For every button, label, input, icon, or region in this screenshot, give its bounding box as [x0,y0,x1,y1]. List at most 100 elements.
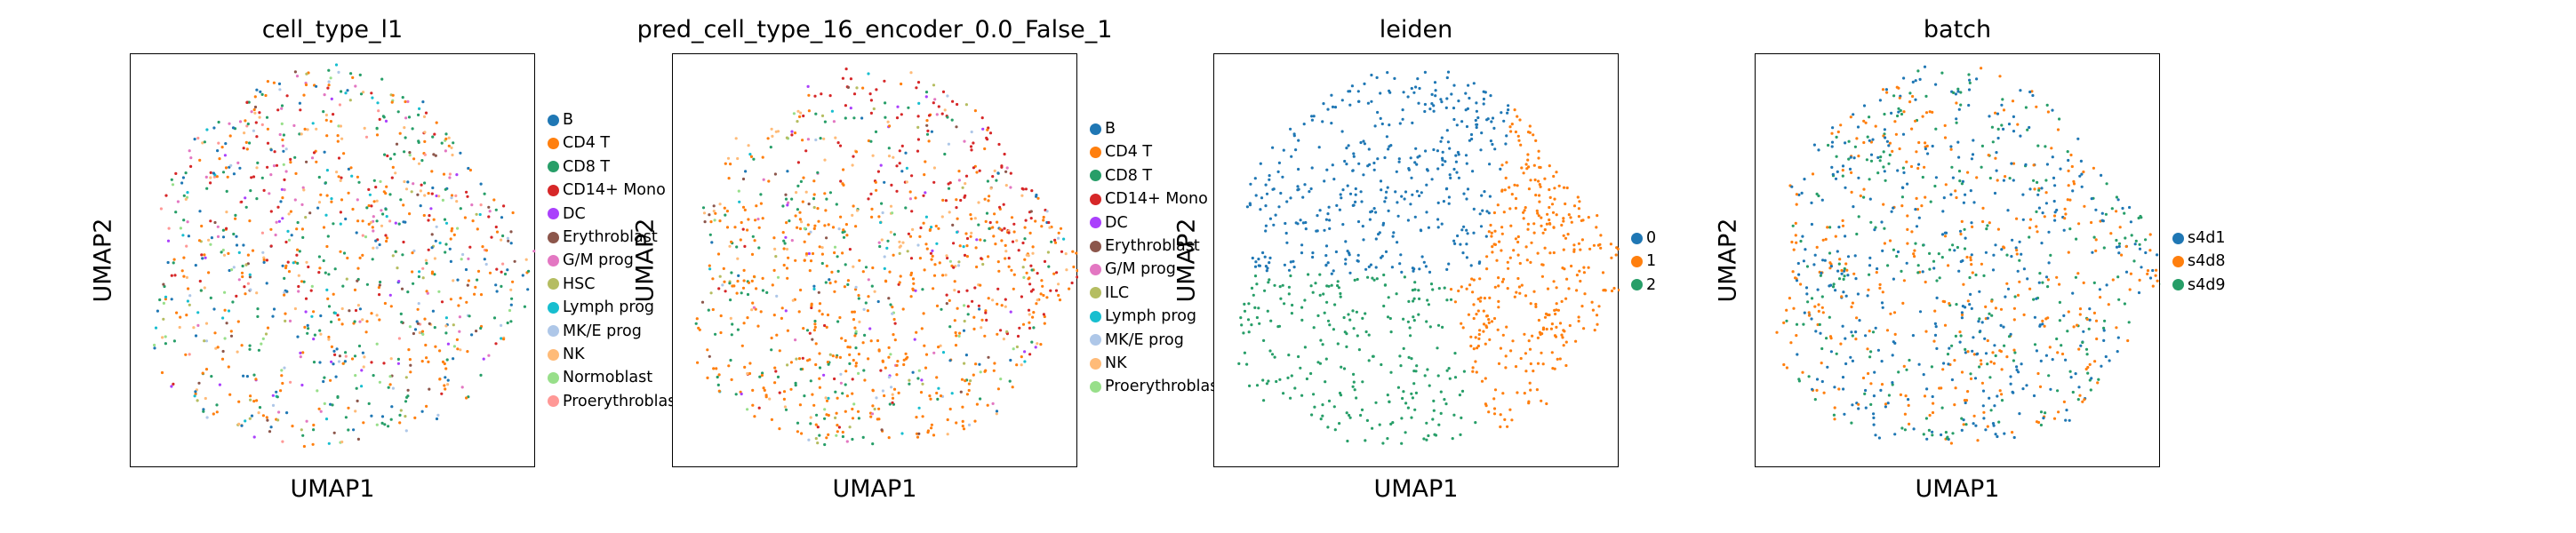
scatter-point [813,94,817,98]
scatter-point [1803,178,1806,181]
scatter-point [1795,322,1799,326]
scatter-point [755,287,758,290]
scatter-point [1540,399,1543,402]
scatter-point [741,177,746,181]
scatter-point [420,159,424,163]
scatter-point [1318,209,1322,212]
scatter-point [1478,212,1482,216]
scatter-point [410,190,413,194]
scatter-point [2117,244,2121,249]
scatter-point [1582,271,1586,274]
scatter-point [844,338,847,343]
scatter-point [2092,235,2096,239]
scatter-point [1869,153,1874,156]
scatter-point [853,334,857,338]
scatter-point [979,238,982,242]
scatter-point [957,334,961,338]
scatter-point [221,316,225,320]
scatter-point [422,115,427,118]
scatter-point [765,290,769,294]
scatter-point [1945,437,1949,441]
scatter-point [1881,306,1884,309]
scatter-point [1844,141,1847,145]
scatter-point [712,210,716,213]
scatter-point [295,75,300,78]
scatter-point [1932,402,1935,405]
scatter-point [1417,289,1420,292]
scatter-point [904,206,908,210]
scatter-point [456,227,460,230]
scatter-point [736,328,740,331]
scatter-point [508,308,512,313]
scatter-point [335,347,339,351]
scatter-point [800,432,804,435]
scatter-point [355,231,358,235]
scatter-point [458,330,461,333]
scatter-point [907,232,910,235]
scatter-point [423,181,427,185]
scatter-point [252,129,255,132]
scatter-point [2033,187,2036,191]
scatter-point [312,151,316,155]
scatter-point [2137,216,2140,220]
scatter-point [746,228,749,232]
scatter-point [923,344,926,347]
legend-item: s4d8 [2172,252,2226,270]
scatter-point [972,315,976,319]
legend-marker [548,231,559,243]
scatter-point [1791,270,1795,274]
scatter-point [272,307,276,311]
scatter-point [1587,266,1590,269]
scatter-point [904,151,908,155]
scatter-point [1967,103,1971,107]
scatter-point [861,435,865,439]
scatter-point [953,319,956,322]
scatter-point [303,325,307,329]
scatter-point [231,300,235,304]
scatter-point [1892,94,1896,98]
scatter-point [1874,326,1877,330]
scatter-point [1848,167,1852,171]
scatter-point [961,405,964,409]
plot-area [1213,53,1620,467]
scatter-point [427,192,430,195]
scatter-point [826,313,830,317]
scatter-point [870,284,874,288]
scatter-point [1823,259,1827,262]
scatter-point [2044,145,2047,148]
scatter-point [1508,408,1512,411]
scatter-point [495,290,499,293]
scatter-point [1953,403,1956,407]
scatter-point [315,84,318,88]
scatter-point [2129,220,2132,224]
scatter-point [1403,275,1406,279]
scatter-point [752,274,756,278]
scatter-point [1550,322,1554,326]
scatter-point [1411,396,1414,400]
scatter-point [262,188,266,192]
scatter-point [283,188,286,192]
scatter-point [1316,214,1319,218]
scatter-point [975,402,979,406]
scatter-point [844,383,847,386]
scatter-point [1841,376,1845,379]
scatter-point [723,280,726,283]
scatter-point [1940,256,1944,259]
scatter-point [839,372,843,376]
scatter-point [289,157,292,161]
scatter-point [2049,387,2052,391]
scatter-point [1906,242,1909,245]
scatter-point [718,274,722,278]
scatter-point [851,417,855,420]
scatter-point [1424,265,1428,268]
scatter-point [330,320,333,323]
scatter-point [842,228,845,232]
legend-label: MK/E prog [563,322,642,340]
scatter-point [1520,283,1524,287]
scatter-point [349,72,353,76]
scatter-point [1576,195,1580,199]
scatter-point [245,375,249,378]
scatter-point [2018,240,2021,243]
scatter-point [1035,302,1038,306]
scatter-point [1359,190,1363,194]
